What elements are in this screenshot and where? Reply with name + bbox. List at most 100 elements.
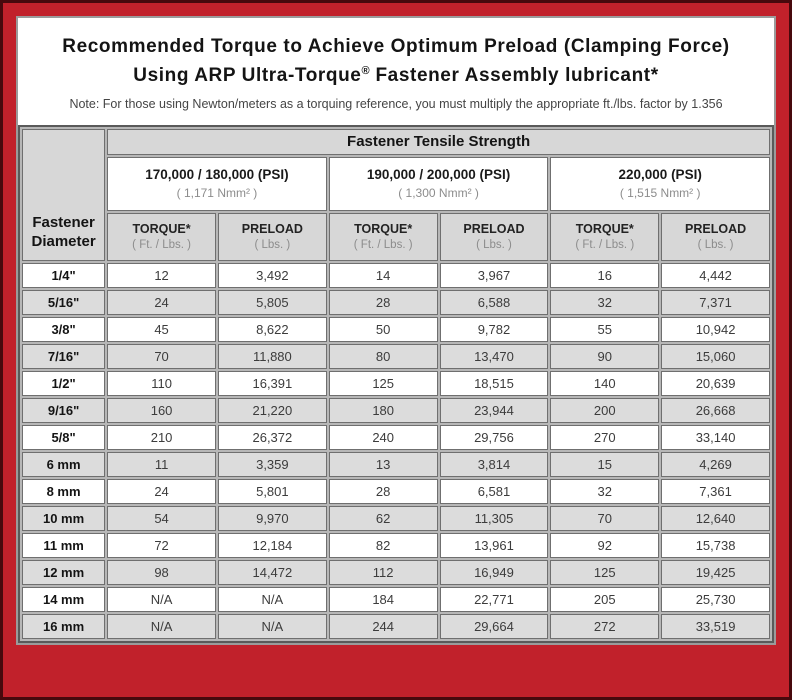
preload-cell: 5,805 (217, 289, 327, 315)
preload-cell: 5,801 (217, 478, 327, 504)
preload-cell: 14,472 (217, 559, 327, 585)
torque-header: TORQUE* ( Ft. / Lbs. ) (550, 212, 660, 261)
torque-cell: 205 (550, 586, 660, 612)
nmm-value: ( 1,515 Nmm² ) (619, 186, 701, 201)
preload-cell: 23,944 (439, 397, 549, 423)
preload-cell: 4,442 (661, 262, 770, 288)
preload-cell: 4,269 (661, 451, 770, 477)
torque-cell: 45 (107, 316, 216, 342)
preload-header-label: PRELOAD (685, 222, 747, 237)
diameter-cell: 11 mm (22, 532, 106, 558)
torque-cell: 110 (107, 370, 216, 396)
torque-header-label: TORQUE* (132, 222, 191, 237)
diameter-cell: 14 mm (22, 586, 106, 612)
torque-cell: 11 (107, 451, 216, 477)
preload-header: PRELOAD ( Lbs. ) (217, 212, 327, 261)
torque-preload-header-row: TORQUE* ( Ft. / Lbs. ) PRELOAD ( Lbs. ) TORQ… (22, 212, 770, 261)
registered-trademark-symbol: ® (361, 65, 370, 78)
torque-cell: 28 (328, 478, 438, 504)
preload-cell: 3,814 (439, 451, 549, 477)
preload-cell: 6,581 (439, 478, 549, 504)
torque-cell: 13 (328, 451, 438, 477)
table-row: 14 mm N/A N/A 184 22,771 205 25,730 (22, 586, 770, 612)
torque-header-unit: ( Ft. / Lbs. ) (353, 239, 413, 252)
diameter-cell: 3/8" (22, 316, 106, 342)
torque-cell: 240 (328, 424, 438, 450)
torque-cell: 32 (550, 289, 660, 315)
psi-value: 190,000 / 200,000 (PSI) (366, 167, 511, 183)
diameter-cell: 7/16" (22, 343, 106, 369)
torque-cell: 70 (550, 505, 660, 531)
table-row: 9/16" 160 21,220 180 23,944 200 26,668 (22, 397, 770, 423)
preload-cell: 33,519 (661, 613, 770, 639)
torque-cell: 54 (107, 505, 216, 531)
torque-cell: 70 (107, 343, 216, 369)
table-row: 1/4" 12 3,492 14 3,967 16 4,442 (22, 262, 770, 288)
preload-header-label: PRELOAD (463, 222, 525, 237)
nmm-value: ( 1,171 Nmm² ) (176, 186, 258, 201)
preload-header: PRELOAD ( Lbs. ) (661, 212, 770, 261)
diameter-cell: 5/8" (22, 424, 106, 450)
preload-cell: 12,184 (217, 532, 327, 558)
table-row: 7/16" 70 11,880 80 13,470 90 15,060 (22, 343, 770, 369)
preload-cell: 29,664 (439, 613, 549, 639)
torque-cell: N/A (107, 586, 216, 612)
table-row: 3/8" 45 8,622 50 9,782 55 10,942 (22, 316, 770, 342)
torque-cell: 55 (550, 316, 660, 342)
preload-cell: 15,060 (661, 343, 770, 369)
torque-cell: 28 (328, 289, 438, 315)
torque-header-unit: ( Ft. / Lbs. ) (132, 239, 191, 252)
torque-cell: 32 (550, 478, 660, 504)
preload-cell: 18,515 (439, 370, 549, 396)
table-row: 16 mm N/A N/A 244 29,664 272 33,519 (22, 613, 770, 639)
psi-group-header-0: 170,000 / 180,000 (PSI) ( 1,171 Nmm² ) (107, 156, 327, 211)
title-line1: Recommended Torque to Achieve Optimum Pr… (62, 36, 730, 57)
torque-cell: 12 (107, 262, 216, 288)
torque-cell: 98 (107, 559, 216, 585)
preload-cell: 11,305 (439, 505, 549, 531)
torque-cell: 80 (328, 343, 438, 369)
torque-cell: 125 (550, 559, 660, 585)
torque-cell: 16 (550, 262, 660, 288)
torque-cell: 272 (550, 613, 660, 639)
preload-cell: 6,588 (439, 289, 549, 315)
table-row: 6 mm 11 3,359 13 3,814 15 4,269 (22, 451, 770, 477)
preload-cell: N/A (217, 586, 327, 612)
torque-header-unit: ( Ft. / Lbs. ) (575, 239, 635, 252)
torque-header: TORQUE* ( Ft. / Lbs. ) (107, 212, 216, 261)
torque-cell: 184 (328, 586, 438, 612)
torque-cell: 72 (107, 532, 216, 558)
torque-cell: 180 (328, 397, 438, 423)
torque-cell: 24 (107, 289, 216, 315)
torque-cell: 50 (328, 316, 438, 342)
preload-cell: 16,391 (217, 370, 327, 396)
diameter-cell: 5/16" (22, 289, 106, 315)
torque-cell: 15 (550, 451, 660, 477)
preload-cell: 3,967 (439, 262, 549, 288)
strength-header-row: Fastener Diameter Fastener Tensile Stren… (22, 128, 770, 261)
torque-table: Fastener Diameter Fastener Tensile Stren… (18, 124, 774, 643)
tensile-strength-header: Fastener Tensile Strength (107, 128, 770, 155)
preload-header-unit: ( Lbs. ) (254, 239, 291, 252)
preload-cell: 3,359 (217, 451, 327, 477)
torque-cell: 160 (107, 397, 216, 423)
preload-cell: 19,425 (661, 559, 770, 585)
preload-cell: 25,730 (661, 586, 770, 612)
preload-cell: 26,372 (217, 424, 327, 450)
preload-cell: 22,771 (439, 586, 549, 612)
table-row: 12 mm 98 14,472 112 16,949 125 19,425 (22, 559, 770, 585)
nmm-value: ( 1,300 Nmm² ) (398, 186, 479, 201)
torque-cell: 82 (328, 532, 438, 558)
torque-cell: 125 (328, 370, 438, 396)
torque-header-label: TORQUE* (354, 222, 413, 237)
preload-cell: 29,756 (439, 424, 549, 450)
torque-cell: 14 (328, 262, 438, 288)
torque-cell: 62 (328, 505, 438, 531)
table-row: 10 mm 54 9,970 62 11,305 70 12,640 (22, 505, 770, 531)
psi-group-header-1: 190,000 / 200,000 (PSI) ( 1,300 Nmm² ) (328, 156, 549, 211)
preload-header-unit: ( Lbs. ) (697, 239, 734, 252)
torque-cell: 112 (328, 559, 438, 585)
table-body: 1/4" 12 3,492 14 3,967 16 4,442 5/16" 24 5,805 28 6… (22, 262, 770, 639)
preload-cell: 9,782 (439, 316, 549, 342)
